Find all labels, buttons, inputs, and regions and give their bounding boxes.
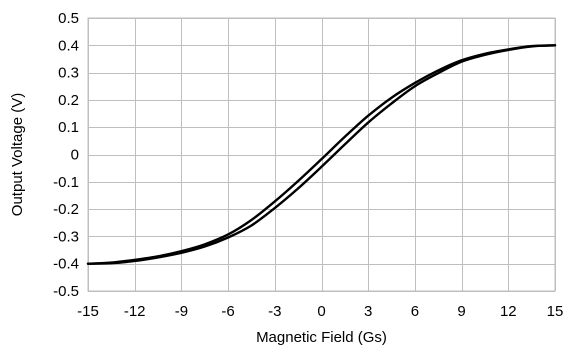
y-tick-label: 0.5 [58,10,79,27]
x-tick-label: -6 [221,303,234,320]
y-tick-label: 0 [71,147,79,164]
x-tick-label: 15 [547,303,564,320]
y-axis-ticks: -0.5 -0.4 -0.3 -0.2 -0.1 0 0.1 0.2 0.3 0.4 0.5 [53,10,79,300]
y-tick-label: 0.3 [58,65,79,82]
x-tick-label: 3 [364,303,372,320]
y-tick-label: 0.4 [58,37,79,54]
x-tick-label: -12 [124,303,146,320]
y-tick-label: 0.2 [58,92,79,109]
series-line-1 [86,44,557,265]
x-tick-label: 9 [457,303,465,320]
y-axis-title: Output Voltage (V) [9,93,26,216]
x-tick-label: 6 [411,303,419,320]
x-tick-label: 0 [317,303,325,320]
x-tick-label: -3 [268,303,281,320]
series-line-2 [86,44,557,265]
x-tick-label: -15 [77,303,99,320]
y-tick-label: 0.1 [58,119,79,136]
x-axis-title: Magnetic Field (Gs) [256,329,387,346]
y-tick-label: -0.3 [53,228,79,245]
x-tick-label: -9 [175,303,188,320]
y-tick-label: -0.4 [53,256,79,273]
x-axis-ticks: -15 -12 -9 -6 -3 0 3 6 9 12 15 [77,303,563,320]
x-tick-label: 12 [500,303,517,320]
y-tick-label: -0.5 [53,283,79,300]
grid [88,18,556,292]
y-tick-label: -0.2 [53,201,79,218]
plot-area [87,17,556,292]
y-tick-label: -0.1 [53,174,79,191]
series-group [86,44,557,265]
